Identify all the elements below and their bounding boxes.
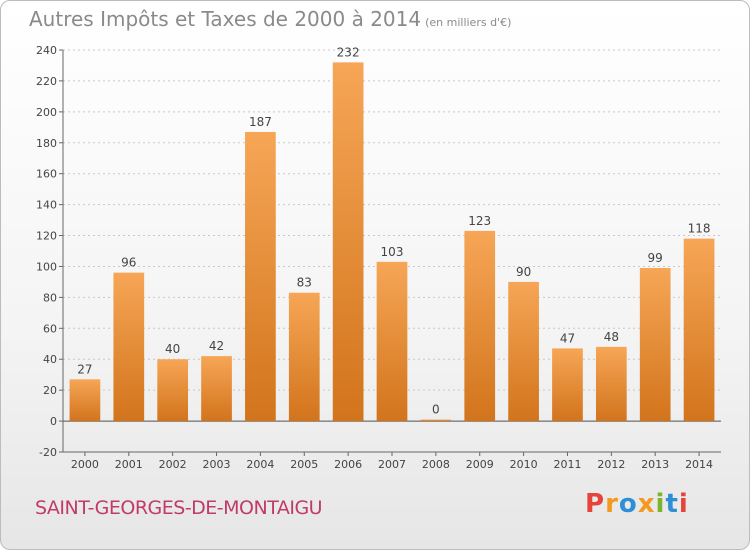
y-tick-label: 0 [50, 415, 57, 428]
bar [288, 292, 320, 422]
proxiti-logo: Proxiti [585, 489, 689, 519]
x-tick-label: 2003 [203, 458, 231, 471]
x-tick-label: 2006 [334, 458, 362, 471]
y-tick-label: 180 [36, 137, 57, 150]
y-tick-label: 60 [43, 322, 57, 335]
bar [113, 272, 145, 422]
bar [595, 346, 627, 422]
y-tick-label: 120 [36, 230, 57, 243]
y-tick-label: 240 [36, 44, 57, 57]
y-tick-label: 100 [36, 260, 57, 273]
data-label: 48 [604, 330, 619, 344]
bar [69, 379, 101, 422]
x-tick-label: 2005 [290, 458, 318, 471]
x-tick-label: 2013 [641, 458, 669, 471]
data-label: 27 [77, 362, 92, 376]
data-label: 103 [381, 245, 404, 259]
data-label: 40 [165, 342, 180, 356]
data-label: 232 [337, 45, 360, 59]
x-tick-label: 2007 [378, 458, 406, 471]
data-label: 0 [432, 403, 440, 417]
chart-unit: (en milliers d'€) [425, 16, 512, 29]
data-label: 118 [688, 222, 711, 236]
bar [683, 238, 715, 422]
logo-letter: i [678, 489, 689, 519]
x-tick-label: 2014 [685, 458, 713, 471]
chart-title: Autres Impôts et Taxes de 2000 à 2014 (en… [29, 7, 511, 31]
x-tick-label: 2008 [422, 458, 450, 471]
y-tick-label: 200 [36, 106, 57, 119]
data-label: 90 [516, 265, 531, 279]
y-tick-label: -20 [39, 446, 57, 459]
x-tick-label: 2004 [246, 458, 274, 471]
y-tick-label: 40 [43, 353, 57, 366]
bar [332, 62, 364, 422]
logo-letter: r [605, 489, 619, 519]
y-tick-label: 80 [43, 291, 57, 304]
y-tick-label: 20 [43, 384, 57, 397]
data-label: 47 [560, 331, 575, 345]
y-tick-label: 220 [36, 75, 57, 88]
bar [157, 359, 189, 422]
x-tick-label: 2000 [71, 458, 99, 471]
chart-title-text: Autres Impôts et Taxes de 2000 à 2014 [29, 7, 422, 31]
logo-letter: P [585, 489, 606, 519]
data-label: 83 [297, 276, 312, 290]
data-label: 42 [209, 339, 224, 353]
logo-letter: o [618, 489, 638, 519]
bar [639, 268, 671, 422]
commune-name: SAINT-GEORGES-DE-MONTAIGU [35, 497, 323, 519]
y-tick-label: 160 [36, 168, 57, 181]
logo-letter: t [665, 489, 679, 519]
logo-letter: i [655, 489, 666, 519]
bar [508, 281, 539, 422]
data-label: 96 [121, 256, 136, 270]
y-tick-label: 140 [36, 199, 57, 212]
x-tick-label: 2012 [597, 458, 625, 471]
x-tick-label: 2002 [159, 458, 187, 471]
bar [376, 261, 408, 422]
x-tick-label: 2011 [553, 458, 581, 471]
bar [464, 230, 496, 422]
data-label: 123 [468, 214, 491, 228]
bar [201, 356, 232, 422]
bar [245, 131, 276, 422]
bar [420, 419, 452, 422]
bar [552, 348, 583, 422]
logo-letter: x [637, 489, 656, 519]
x-tick-label: 2010 [510, 458, 538, 471]
data-label: 99 [648, 251, 663, 265]
x-tick-label: 2001 [115, 458, 143, 471]
data-label: 187 [249, 115, 272, 129]
x-tick-label: 2009 [466, 458, 494, 471]
